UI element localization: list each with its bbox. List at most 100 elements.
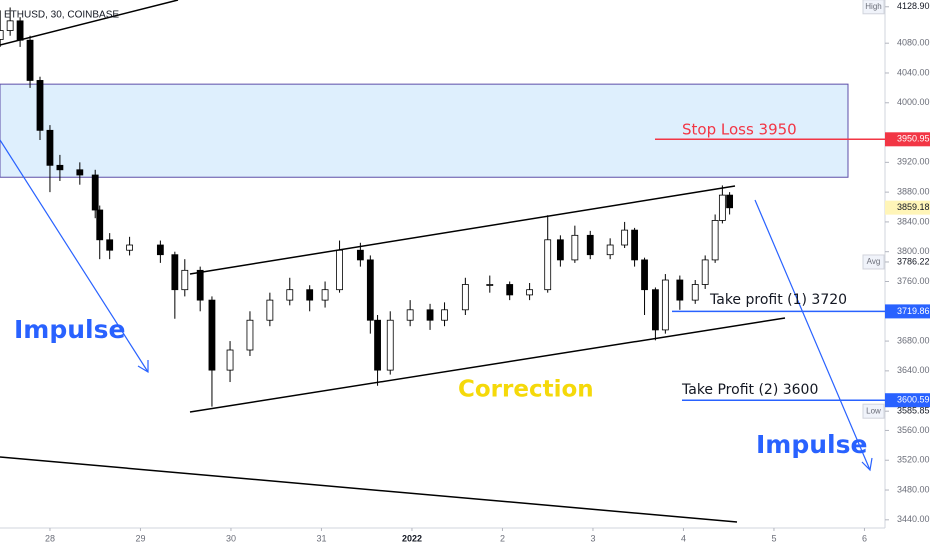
- y-tick-label: 4080.00: [897, 38, 930, 48]
- candle-body: [266, 299, 274, 321]
- y-tick-label: 3560.00: [897, 425, 930, 435]
- price-tag-label: 3600.59: [897, 395, 930, 405]
- candle-body: [0, 30, 4, 40]
- price-tag-label: 3950.95: [897, 134, 930, 144]
- y-tick-label: 3480.00: [897, 484, 930, 494]
- x-tick-label: 2: [500, 533, 505, 543]
- annotation: Correction: [458, 377, 594, 403]
- price-tag-label: 3719.86: [897, 306, 930, 316]
- candle-body: [711, 220, 719, 261]
- candle-body: [321, 289, 329, 301]
- candle-body: [676, 279, 684, 301]
- price-tag-name: High: [865, 2, 881, 11]
- x-tick-label: 28: [45, 533, 55, 543]
- y-tick-label: 3440.00: [897, 514, 930, 524]
- candle-body: [126, 244, 133, 251]
- x-tick-label: 5: [771, 533, 776, 543]
- y-tick-label: 3920.00: [897, 157, 930, 167]
- candle-body: [181, 269, 189, 291]
- candle-body: [506, 284, 514, 296]
- channel-upper: [189, 185, 736, 275]
- x-tick-label: 31: [316, 533, 326, 543]
- candle-body: [726, 194, 734, 209]
- candle-body: [226, 349, 234, 371]
- trend-line: [0, 456, 738, 523]
- candle-body: [286, 289, 294, 301]
- y-tick-label: 3640.00: [897, 365, 930, 375]
- x-tick-label: 6: [862, 533, 867, 543]
- candle-body: [91, 174, 99, 211]
- x-tick-label: 2022: [402, 533, 422, 543]
- price-tag-name: Low: [866, 406, 881, 415]
- annotation: Stop Loss 3950: [682, 121, 797, 139]
- candle-body: [171, 254, 179, 291]
- price-tag-box: [862, 0, 885, 15]
- candle-body: [156, 244, 164, 256]
- price-tag: [885, 304, 930, 319]
- candle-body: [26, 39, 34, 81]
- candle-body: [196, 269, 204, 301]
- candle-body: [652, 289, 659, 331]
- candle-body: [406, 309, 414, 321]
- candle-body: [356, 249, 364, 261]
- candle-body: [571, 234, 579, 261]
- arrow-head: [861, 457, 873, 472]
- x-tick-label: 4: [681, 533, 686, 543]
- candle-body: [606, 244, 614, 256]
- candle-body: [374, 319, 381, 371]
- y-tick-label: 4040.00: [897, 67, 930, 77]
- price-tag: [885, 393, 930, 408]
- candle-body: [106, 239, 114, 251]
- candle-body: [386, 319, 394, 371]
- candle-body: [336, 249, 343, 291]
- price-tag: [885, 132, 930, 147]
- trend-line: [0, 0, 179, 46]
- price-tag-label: 3859.18: [897, 202, 930, 212]
- candle-body: [96, 209, 104, 241]
- price-tag-box: [862, 403, 885, 419]
- candle-body: [544, 239, 552, 291]
- candle-body: [426, 309, 434, 321]
- annotation: Take profit (1) 3720: [709, 292, 847, 308]
- y-tick-label: 3840.00: [897, 216, 930, 226]
- x-tick-label: 29: [135, 533, 145, 543]
- candle-body: [718, 194, 726, 221]
- y-tick-label: 3880.00: [897, 187, 930, 197]
- price-tag-name: Avg: [867, 257, 881, 266]
- price-label: 3786.22: [897, 256, 930, 266]
- annotation: Impulse: [756, 430, 867, 459]
- impulse-arrow: [754, 199, 871, 471]
- candle-body: [246, 319, 254, 351]
- y-tick-label: 3760.00: [897, 276, 930, 286]
- candle-body: [46, 129, 54, 166]
- candle-body: [486, 284, 494, 286]
- channel-lower: [189, 317, 786, 413]
- y-tick-label: 3520.00: [897, 455, 930, 465]
- resistance-zone: [0, 83, 849, 178]
- candle-body: [366, 259, 374, 321]
- candle-body: [631, 229, 638, 261]
- candle-body: [6, 20, 14, 31]
- candle-body: [556, 239, 564, 261]
- candle-body: [526, 289, 534, 296]
- price-tag-box: [862, 254, 885, 270]
- candle-body: [306, 289, 314, 301]
- chart-title: ETHUSD, 30, COINBASE: [4, 10, 119, 21]
- candle-body: [461, 284, 469, 311]
- annotation: Take Profit (2) 3600: [681, 382, 818, 398]
- candle-body: [76, 169, 84, 176]
- candle-body: [36, 80, 44, 131]
- price-label: 3585.85: [897, 406, 930, 416]
- candle-body: [691, 284, 699, 301]
- arrow-head: [137, 360, 149, 374]
- candle-body: [56, 164, 64, 171]
- y-tick-label: 4000.00: [897, 97, 930, 107]
- x-tick-label: 30: [226, 533, 236, 543]
- candle-body: [701, 259, 709, 285]
- y-tick-label: 3800.00: [897, 246, 930, 256]
- candle-body: [641, 259, 648, 291]
- price-label: 4128.90: [897, 1, 930, 11]
- price-tag: [885, 200, 930, 215]
